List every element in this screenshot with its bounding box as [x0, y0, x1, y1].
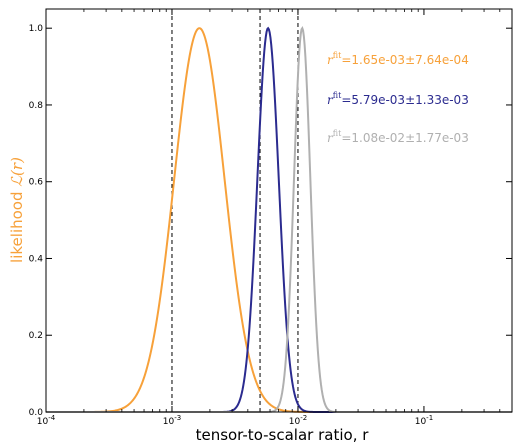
y-tick-label-4: 0.8 — [29, 101, 44, 111]
likelihood-curve-1 — [46, 26, 512, 413]
y-tick-label-3: 0.6 — [29, 178, 44, 188]
y-axis-title-prefix: likelihood — [8, 187, 26, 263]
annotation-orange: rfit=1.65e-03±7.64e-04 — [327, 51, 469, 67]
y-tick-label-1: 0.2 — [29, 331, 43, 341]
x-axis-title: tensor-to-scalar ratio, r — [196, 426, 370, 444]
y-axis-title-math: ℒ(r) — [8, 157, 26, 187]
plot-frame — [45, 8, 513, 413]
y-tick-label-5: 1.0 — [29, 24, 44, 34]
x-tick-label-2: 10-2 — [289, 414, 307, 427]
y-tick-label-2: 0.4 — [29, 254, 44, 264]
likelihood-curve-0 — [46, 27, 512, 413]
reference-lines — [171, 9, 299, 412]
annotation-gray: rfit=1.08e-02±1.77e-03 — [327, 129, 469, 145]
x-tick-label-0: 10-4 — [37, 414, 56, 427]
axis-ticks: 10-4 10-3 10-2 10-1 0.0 0.2 0.4 0.6 0.8 1.0 — [29, 9, 512, 427]
fit-annotations: rfit=1.65e-03±7.64e-04 rfit=5.79e-03±1.3… — [327, 51, 469, 145]
x-tick-label-1: 10-3 — [163, 414, 181, 427]
y-axis-title: likelihood ℒ(r) — [8, 157, 26, 263]
likelihood-curve-2 — [46, 26, 512, 413]
likelihood-curves — [46, 26, 512, 413]
y-tick-label-0: 0.0 — [29, 408, 44, 418]
annotation-blue: rfit=5.79e-03±1.33e-03 — [327, 91, 469, 107]
x-tick-label-3: 10-1 — [415, 414, 433, 427]
